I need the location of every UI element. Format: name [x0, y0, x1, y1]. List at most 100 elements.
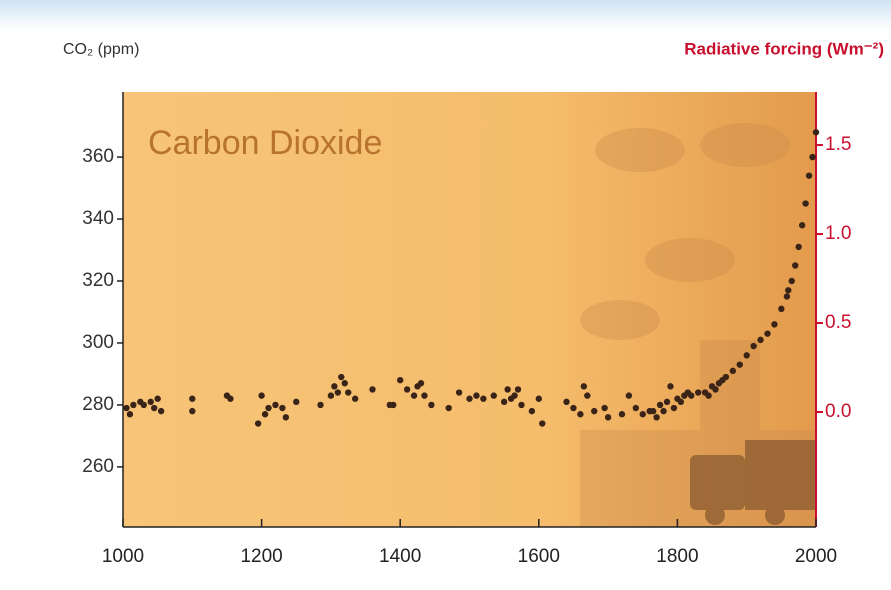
- data-point: [154, 395, 161, 402]
- data-point: [130, 401, 137, 409]
- data-point: [591, 407, 598, 415]
- data-point: [445, 404, 452, 412]
- data-point: [227, 395, 234, 402]
- data-point: [282, 414, 290, 421]
- data-point: [518, 401, 525, 409]
- data-point: [428, 401, 435, 409]
- data-point: [653, 414, 660, 421]
- y2-tick-label: 0.0: [825, 401, 851, 422]
- data-point: [632, 404, 640, 412]
- data-point: [539, 420, 546, 427]
- data-point: [490, 392, 497, 399]
- x-tick-label: 1200: [240, 546, 282, 567]
- y-tick-label: 300: [82, 332, 114, 353]
- data-point: [812, 129, 820, 136]
- data-point: [743, 352, 750, 359]
- data-point: [327, 392, 335, 399]
- data-point: [397, 376, 404, 384]
- y2-tick-label: 0.5: [825, 312, 851, 333]
- y-axis-title: CO₂ (ppm): [63, 41, 139, 58]
- data-point: [584, 392, 591, 399]
- data-point: [580, 383, 588, 390]
- chart-annotation: Carbon Dioxide: [148, 124, 382, 162]
- data-point: [514, 386, 522, 393]
- data-point: [656, 401, 664, 409]
- data-point: [369, 386, 376, 393]
- x-tick-label: 1600: [518, 546, 560, 567]
- data-point: [798, 222, 806, 229]
- data-point: [670, 404, 678, 412]
- data-point: [473, 392, 480, 399]
- y2-tick-label: 1.0: [825, 223, 851, 244]
- data-point: [500, 398, 508, 406]
- data-point: [757, 336, 764, 344]
- data-point: [783, 293, 791, 300]
- x-tick-label: 1800: [656, 546, 698, 567]
- data-point: [792, 262, 799, 269]
- y-tick-label: 320: [82, 270, 114, 291]
- data-point: [750, 342, 757, 350]
- x-tick-label: 1000: [102, 546, 144, 567]
- data-point: [663, 398, 671, 406]
- x-tick-label: 1400: [379, 546, 421, 567]
- data-point: [705, 392, 712, 399]
- data-point: [785, 287, 792, 294]
- data-point: [410, 392, 418, 399]
- data-point: [254, 420, 262, 427]
- data-point: [334, 389, 342, 396]
- data-point: [265, 404, 272, 412]
- data-point: [563, 398, 570, 406]
- data-point: [341, 380, 348, 387]
- data-point: [667, 383, 674, 390]
- data-point: [722, 373, 730, 381]
- data-point: [147, 398, 154, 406]
- data-point: [258, 392, 265, 399]
- data-point: [403, 386, 411, 393]
- data-point: [480, 395, 487, 402]
- y-tick-label: 260: [82, 456, 114, 477]
- data-point: [390, 401, 397, 409]
- data-point: [712, 386, 719, 393]
- y-tick-label: 280: [82, 394, 114, 415]
- y-tick-label: 340: [82, 208, 114, 229]
- data-point: [805, 172, 813, 179]
- data-point: [466, 395, 473, 402]
- x-tick-label: 2000: [795, 546, 837, 567]
- data-point: [504, 386, 511, 393]
- data-point: [293, 398, 300, 406]
- data-point: [417, 380, 425, 387]
- data-point: [649, 407, 657, 415]
- data-point: [601, 404, 608, 412]
- data-point: [351, 395, 359, 402]
- data-point: [795, 243, 802, 251]
- data-point: [455, 389, 463, 396]
- data-point: [788, 277, 795, 285]
- data-point: [809, 153, 816, 161]
- data-point: [123, 404, 130, 412]
- plot-area: [123, 92, 816, 527]
- data-point: [150, 404, 158, 412]
- data-point: [126, 411, 134, 418]
- data-point: [764, 330, 771, 337]
- data-point: [570, 404, 577, 412]
- data-point: [338, 373, 345, 381]
- top-band: [0, 0, 891, 30]
- truck-icon: [690, 440, 816, 525]
- data-point: [694, 389, 702, 396]
- data-point: [604, 414, 612, 421]
- data-point: [778, 305, 785, 313]
- data-point: [618, 411, 626, 418]
- y-tick-label: 360: [82, 146, 114, 167]
- data-point: [677, 398, 685, 406]
- data-point: [535, 395, 542, 402]
- y2-axis-title: Radiative forcing (Wm⁻²): [684, 39, 884, 58]
- y2-tick-label: 1.5: [825, 134, 851, 155]
- data-point: [140, 401, 147, 409]
- data-point: [345, 389, 352, 396]
- data-point: [729, 367, 737, 375]
- data-point: [279, 404, 286, 412]
- data-point: [528, 407, 536, 415]
- data-point: [625, 392, 633, 399]
- data-point: [189, 395, 196, 402]
